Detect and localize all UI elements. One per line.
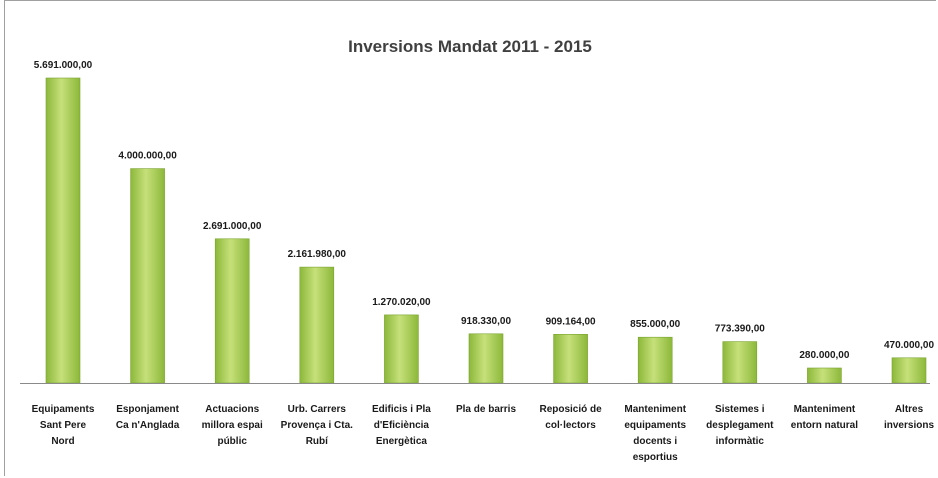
bar-10 [807, 367, 842, 384]
data-label-8: 855.000,00 [630, 319, 680, 330]
data-label-11: 470.000,00 [884, 340, 934, 351]
category-label-11: Altres inversions [884, 404, 934, 431]
bar-4 [299, 266, 335, 384]
data-label-1: 5.691.000,00 [34, 60, 93, 71]
bar-5 [384, 314, 419, 384]
category-label-8: Manteniment equipaments docents i esportius [624, 404, 686, 463]
category-label-3: Actuacions millora espai públic [202, 404, 263, 447]
category-label-7: Reposició de col·lectors [539, 404, 602, 431]
category-label-9: Sistemes i desplegament informàtic [706, 404, 774, 447]
category-label-4: Urb. Carrers Provença i Cta. Rubí [281, 404, 353, 447]
chart-title: Inversions Mandat 2011 - 2015 [348, 37, 592, 56]
data-label-2: 4.000.000,00 [118, 151, 177, 162]
bar-3 [214, 238, 250, 384]
bar-11 [891, 357, 927, 384]
bar-1 [45, 77, 81, 384]
bar-6 [468, 333, 504, 384]
category-label-6: Pla de barris [456, 404, 516, 415]
category-label-10: Manteniment entorn natural [791, 404, 858, 431]
data-label-10: 280.000,00 [799, 350, 849, 361]
data-label-7: 909.164,00 [546, 316, 596, 327]
data-label-6: 918.330,00 [461, 316, 511, 327]
data-label-3: 2.691.000,00 [203, 221, 262, 232]
bar-9 [722, 341, 758, 384]
data-label-5: 1.270.020,00 [372, 297, 431, 308]
chart-frame [4, 0, 936, 476]
data-label-4: 2.161.980,00 [288, 249, 347, 260]
category-label-2: Esponjament Ca n'Anglada [116, 404, 180, 431]
category-label-5: Edificis i Pla d'Eficiència Energètica [372, 404, 431, 447]
bar-7 [553, 333, 588, 384]
bar-2 [130, 168, 165, 384]
bar-8 [637, 336, 673, 384]
category-label-1: Equipaments Sant Pere Nord [32, 404, 95, 447]
data-label-9: 773.390,00 [715, 324, 765, 335]
